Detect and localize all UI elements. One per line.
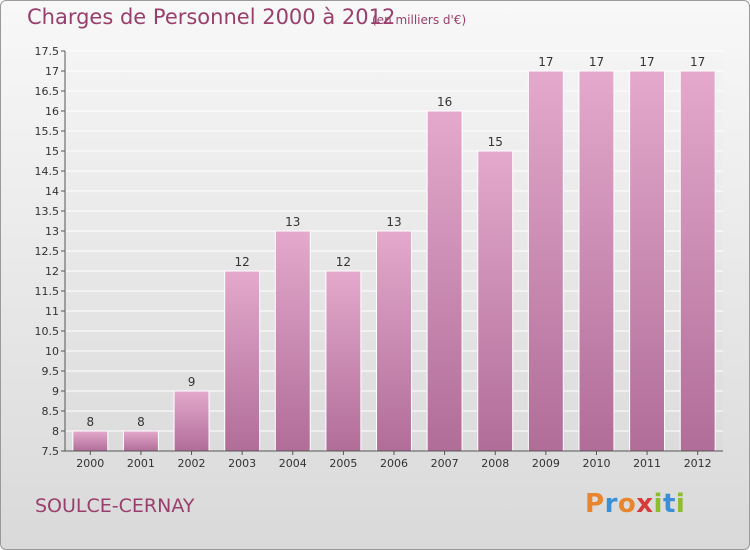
bar [629, 70, 666, 452]
chart-subtitle: (en milliers d'€) [372, 13, 467, 27]
x-tick-label: 2003 [228, 457, 256, 470]
x-tick-label: 2000 [76, 457, 104, 470]
logo-letter: o [617, 489, 637, 519]
data-label: 12 [235, 255, 250, 269]
bar [122, 430, 159, 452]
y-tick-label: 9.5 [42, 365, 60, 378]
bar [224, 270, 261, 452]
proxiti-logo: Proxiti [585, 489, 685, 519]
bar [274, 230, 311, 452]
bars-group [72, 70, 716, 452]
y-tick-label: 14.5 [35, 165, 60, 178]
logo-letter: i [653, 489, 663, 519]
x-tick-label: 2006 [380, 457, 408, 470]
data-labels-group: 8 8 9 12 13 12 13 16 15 17 17 17 17 [86, 55, 705, 429]
logo-letter: r [604, 489, 618, 519]
y-tick-label: 10.5 [35, 325, 60, 338]
data-label: 15 [488, 135, 503, 149]
data-label: 8 [86, 415, 94, 429]
data-label: 13 [386, 215, 401, 229]
y-tick-label: 15.5 [35, 125, 60, 138]
x-tick-label: 2002 [178, 457, 206, 470]
bar [527, 70, 564, 452]
x-axis: 2000 2001 2002 2003 2004 2005 2006 2007 2008 2009… [76, 451, 712, 470]
bar [72, 430, 109, 452]
y-tick-label: 7.5 [42, 445, 60, 458]
x-tick-label: 2011 [633, 457, 661, 470]
bar [376, 230, 412, 452]
logo-letter: x [636, 489, 654, 519]
data-label: 16 [437, 95, 452, 109]
x-tick-label: 2001 [127, 457, 155, 470]
y-tick-label: 11 [45, 305, 59, 318]
data-label: 12 [336, 255, 351, 269]
logo-letter: t [662, 489, 676, 519]
y-tick-label: 15 [45, 145, 59, 158]
y-tick-label: 9 [52, 385, 59, 398]
city-name: SOULCE-CERNAY [35, 495, 195, 517]
y-tick-label: 10 [45, 345, 59, 358]
y-tick-label: 16.5 [35, 85, 60, 98]
logo-letter: P [585, 489, 605, 519]
y-tick-label: 13 [45, 225, 59, 238]
x-tick-label: 2005 [329, 457, 357, 470]
data-label: 17 [690, 55, 705, 69]
y-tick-label: 17.5 [35, 45, 60, 58]
y-tick-label: 17 [45, 65, 59, 78]
data-label: 13 [285, 215, 300, 229]
x-tick-label: 2012 [684, 457, 712, 470]
bar [578, 70, 615, 452]
bar [679, 70, 716, 452]
data-label: 17 [538, 55, 553, 69]
y-tick-label: 16 [45, 105, 59, 118]
x-tick-label: 2007 [431, 457, 459, 470]
data-label: 17 [639, 55, 654, 69]
bar [325, 270, 362, 452]
bar [477, 150, 514, 452]
logo-letter: i [675, 489, 686, 519]
data-label: 8 [137, 415, 145, 429]
y-tick-label: 12.5 [35, 245, 60, 258]
y-axis: 7.5 8 8.5 9 9.5 10 10.5 11 11.5 12 12.5 13 13.5 14 14.… [35, 45, 723, 458]
chart-title: Charges de Personnel 2000 à 2012 [27, 5, 396, 29]
y-tick-label: 8.5 [42, 405, 60, 418]
data-label: 9 [188, 375, 196, 389]
data-label: 17 [589, 55, 604, 69]
y-tick-label: 12 [45, 265, 59, 278]
x-tick-label: 2009 [532, 457, 560, 470]
y-tick-label: 8 [52, 425, 59, 438]
x-tick-label: 2004 [279, 457, 307, 470]
x-tick-label: 2010 [582, 457, 610, 470]
bar [426, 110, 463, 452]
y-tick-label: 13.5 [35, 205, 60, 218]
y-tick-label: 14 [45, 185, 59, 198]
x-tick-label: 2008 [481, 457, 509, 470]
bar [173, 390, 210, 452]
y-tick-label: 11.5 [35, 285, 60, 298]
